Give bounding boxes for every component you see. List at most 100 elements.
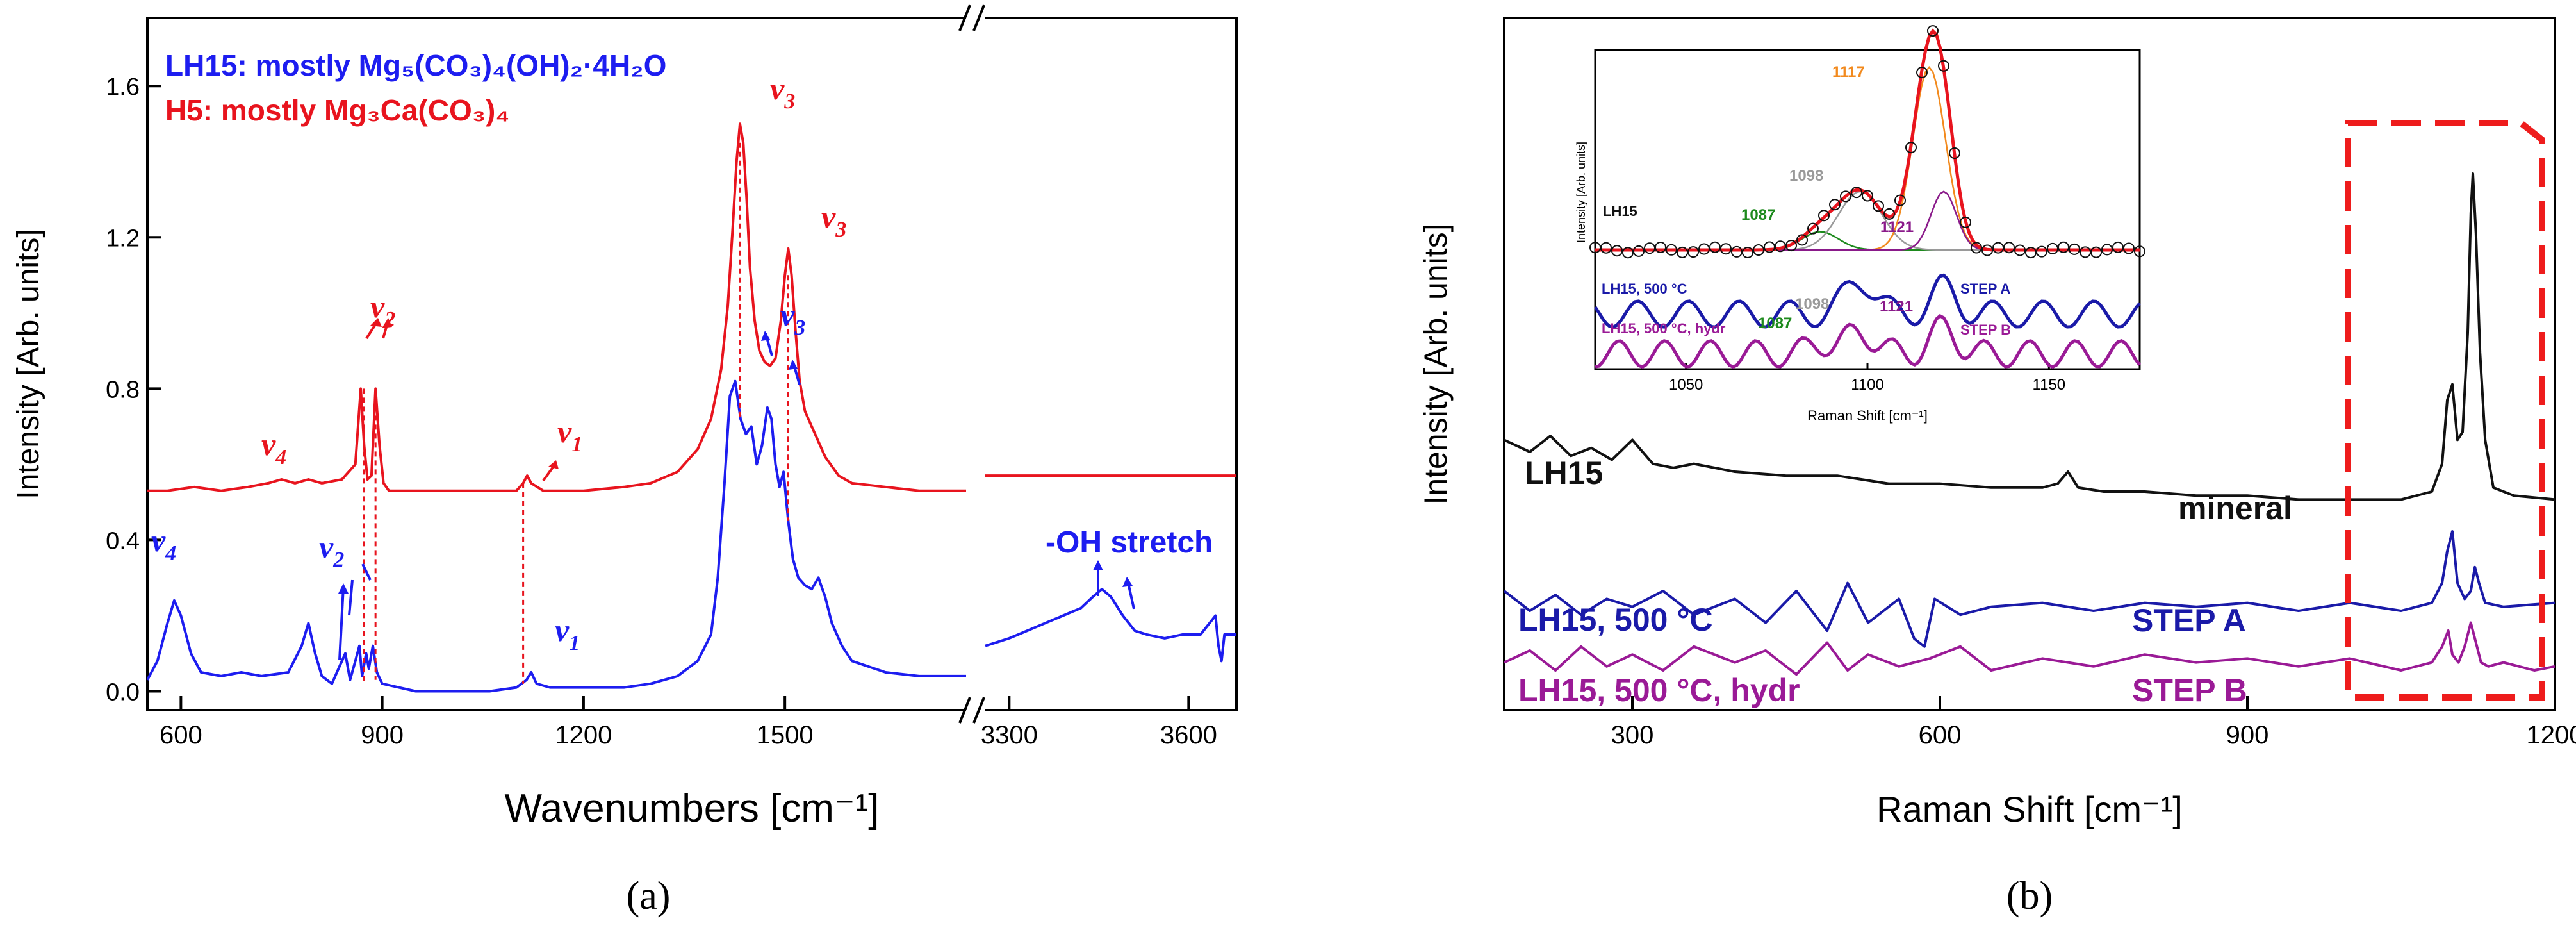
panel-b-series — [1503, 172, 2555, 676]
inset-data-point — [1916, 67, 1928, 79]
inset-data-point — [1731, 245, 1743, 258]
y-tick-label: 1.6 — [106, 74, 140, 101]
annotation-blue-v1: v1 — [555, 612, 580, 655]
panel-a-plot-frame — [146, 17, 1238, 711]
x-tick-label: 1200 — [2527, 721, 2576, 749]
x-tick-label: 300 — [1611, 721, 1654, 749]
caption-a: (a) — [627, 874, 671, 918]
panel-a-xlabel: Wavenumbers [cm⁻¹] — [504, 786, 879, 831]
inset-data-point — [2090, 246, 2102, 258]
inset-x-tick-label: 1150 — [2033, 376, 2066, 394]
inset-data-point — [1775, 240, 1786, 253]
inset-data-point — [1589, 242, 1601, 254]
inset-data-point — [2014, 244, 2026, 256]
inset-data-point — [1851, 187, 1862, 199]
axis-break-gap — [966, 13, 985, 715]
inset-data-point — [1992, 242, 2004, 254]
highlight-box — [2345, 120, 2545, 701]
inset-data-point — [2025, 247, 2037, 259]
panel-b-ticks: 300 600 900 1200 — [1611, 696, 2576, 749]
peak-label-1087-b: 1087 — [1758, 315, 1792, 332]
series-line-lh15-high- — [985, 588, 1236, 663]
inset-data-point — [1633, 245, 1645, 257]
y-tick-label: 1.2 — [106, 225, 140, 252]
inset-data-point — [1927, 25, 1939, 37]
peak-label-1087: 1087 — [1741, 206, 1775, 224]
annotation-oh-stretch: -OH stretch — [1046, 526, 1213, 560]
panel-b-ylabel: Intensity [Arb. units] — [1418, 223, 1454, 504]
inset-ylabel: Intensity [Arb. units] — [1575, 142, 1587, 243]
y-tick-label: 0.8 — [106, 376, 140, 403]
inset-ticks: 1050 1100 1150 — [1669, 363, 2065, 394]
inset-data-point — [1883, 208, 1895, 220]
series-line-lh15 — [1504, 172, 2555, 501]
inset-data-point — [1960, 216, 1971, 228]
inset-data-point — [1840, 190, 1851, 203]
arrow-blue-v2-c — [338, 586, 345, 661]
annotation-blue-v4: v4 — [151, 522, 176, 565]
inset-data-point — [1677, 246, 1688, 258]
inset-data-point — [1622, 247, 1634, 259]
arrowhead-red-v1 — [548, 460, 559, 469]
axis-break-mark-bottom-right — [972, 697, 985, 724]
inset-data-point — [2058, 241, 2069, 253]
label-lh15: LH15 — [1525, 455, 1603, 491]
arrowhead-oh-a — [1093, 560, 1103, 570]
panel-a-series — [146, 122, 1236, 693]
series-line-lh15-500-c-hydr — [1504, 621, 2555, 676]
annotation-blue-v3: v3 — [780, 297, 805, 340]
arrow-blue-v2-a — [361, 563, 372, 581]
inset-data-point — [1764, 241, 1775, 253]
label-step-b: STEP B — [2132, 672, 2247, 708]
annotation-red-v3-right: v3 — [821, 199, 846, 242]
panel-b: 300 600 900 1200 Intensity [Arb. units] Ram… — [1418, 17, 2576, 918]
inset-label-lh15-500c-hydr: LH15, 500 °C, hydr — [1602, 320, 1726, 336]
panel-b-xlabel: Raman Shift [cm⁻¹] — [1876, 789, 2183, 829]
x-tick-label: 600 — [1919, 721, 1962, 749]
y-tick-label: 0.0 — [106, 679, 140, 706]
inset-series-lh15-500c — [1593, 273, 2141, 329]
inset-data-point — [2112, 241, 2124, 253]
inset-data-point — [1971, 242, 1982, 254]
x-tick-label: 3600 — [1160, 721, 1217, 749]
axis-break-mark-top-right — [972, 4, 985, 31]
arrowhead-red-v2-b — [382, 318, 392, 328]
inset-data-point — [1905, 142, 1917, 154]
inset-data-point — [2101, 244, 2113, 256]
arrowhead-blue-v2 — [338, 583, 349, 594]
inset-data-point — [2134, 245, 2145, 258]
label-mineral: mineral — [2178, 490, 2292, 526]
x-tick-label: 600 — [160, 721, 202, 749]
x-tick-label: 900 — [2226, 721, 2269, 749]
panel-a: 0.0 0.4 0.8 1.2 1.6 600 900 1200 1500 3300 3600 In… — [12, 4, 1238, 918]
inset-xlabel: Raman Shift [cm⁻¹] — [1807, 408, 1928, 424]
inset-data-point — [1807, 222, 1819, 235]
panel-a-ylabel: Intensity [Arb. units] — [12, 229, 45, 499]
inset-data-point — [1753, 244, 1764, 256]
annotation-red-v3-left: v3 — [770, 71, 795, 113]
x-tick-label: 1200 — [555, 721, 612, 749]
inset-frame — [1594, 49, 2141, 370]
x-tick-label: 1500 — [757, 721, 814, 749]
inset-series-lh15-500c-hydr — [1595, 313, 2141, 369]
inset-data-point — [1981, 244, 1993, 256]
inset-data-point — [1666, 244, 1677, 256]
arrowhead-blue-v3-a — [761, 331, 770, 341]
peak-label-1098: 1098 — [1789, 167, 1823, 185]
inset-data-point — [1655, 241, 1666, 253]
peak-label-1117: 1117 — [1832, 63, 1865, 81]
inset-data-point — [2047, 242, 2058, 254]
panel-a-arrowheads — [338, 318, 1133, 594]
inset-data-point — [1611, 245, 1623, 257]
inset-data-point — [1698, 243, 1710, 255]
inset-data-point — [2069, 243, 2080, 255]
annotation-red-v1: v1 — [557, 413, 582, 456]
panel-a-guides — [363, 142, 789, 684]
inset-plot: 1050 1100 1150 Intensity [Arb. units] Rama… — [1575, 25, 2145, 424]
label-lh15-500c-hydr: LH15, 500 °C, hydr — [1518, 672, 1800, 708]
series-line-h5 — [147, 122, 966, 492]
arrowhead-oh-b — [1122, 577, 1133, 587]
arrowhead-red-v2-a — [370, 318, 382, 327]
x-tick-label: 3300 — [981, 721, 1038, 749]
